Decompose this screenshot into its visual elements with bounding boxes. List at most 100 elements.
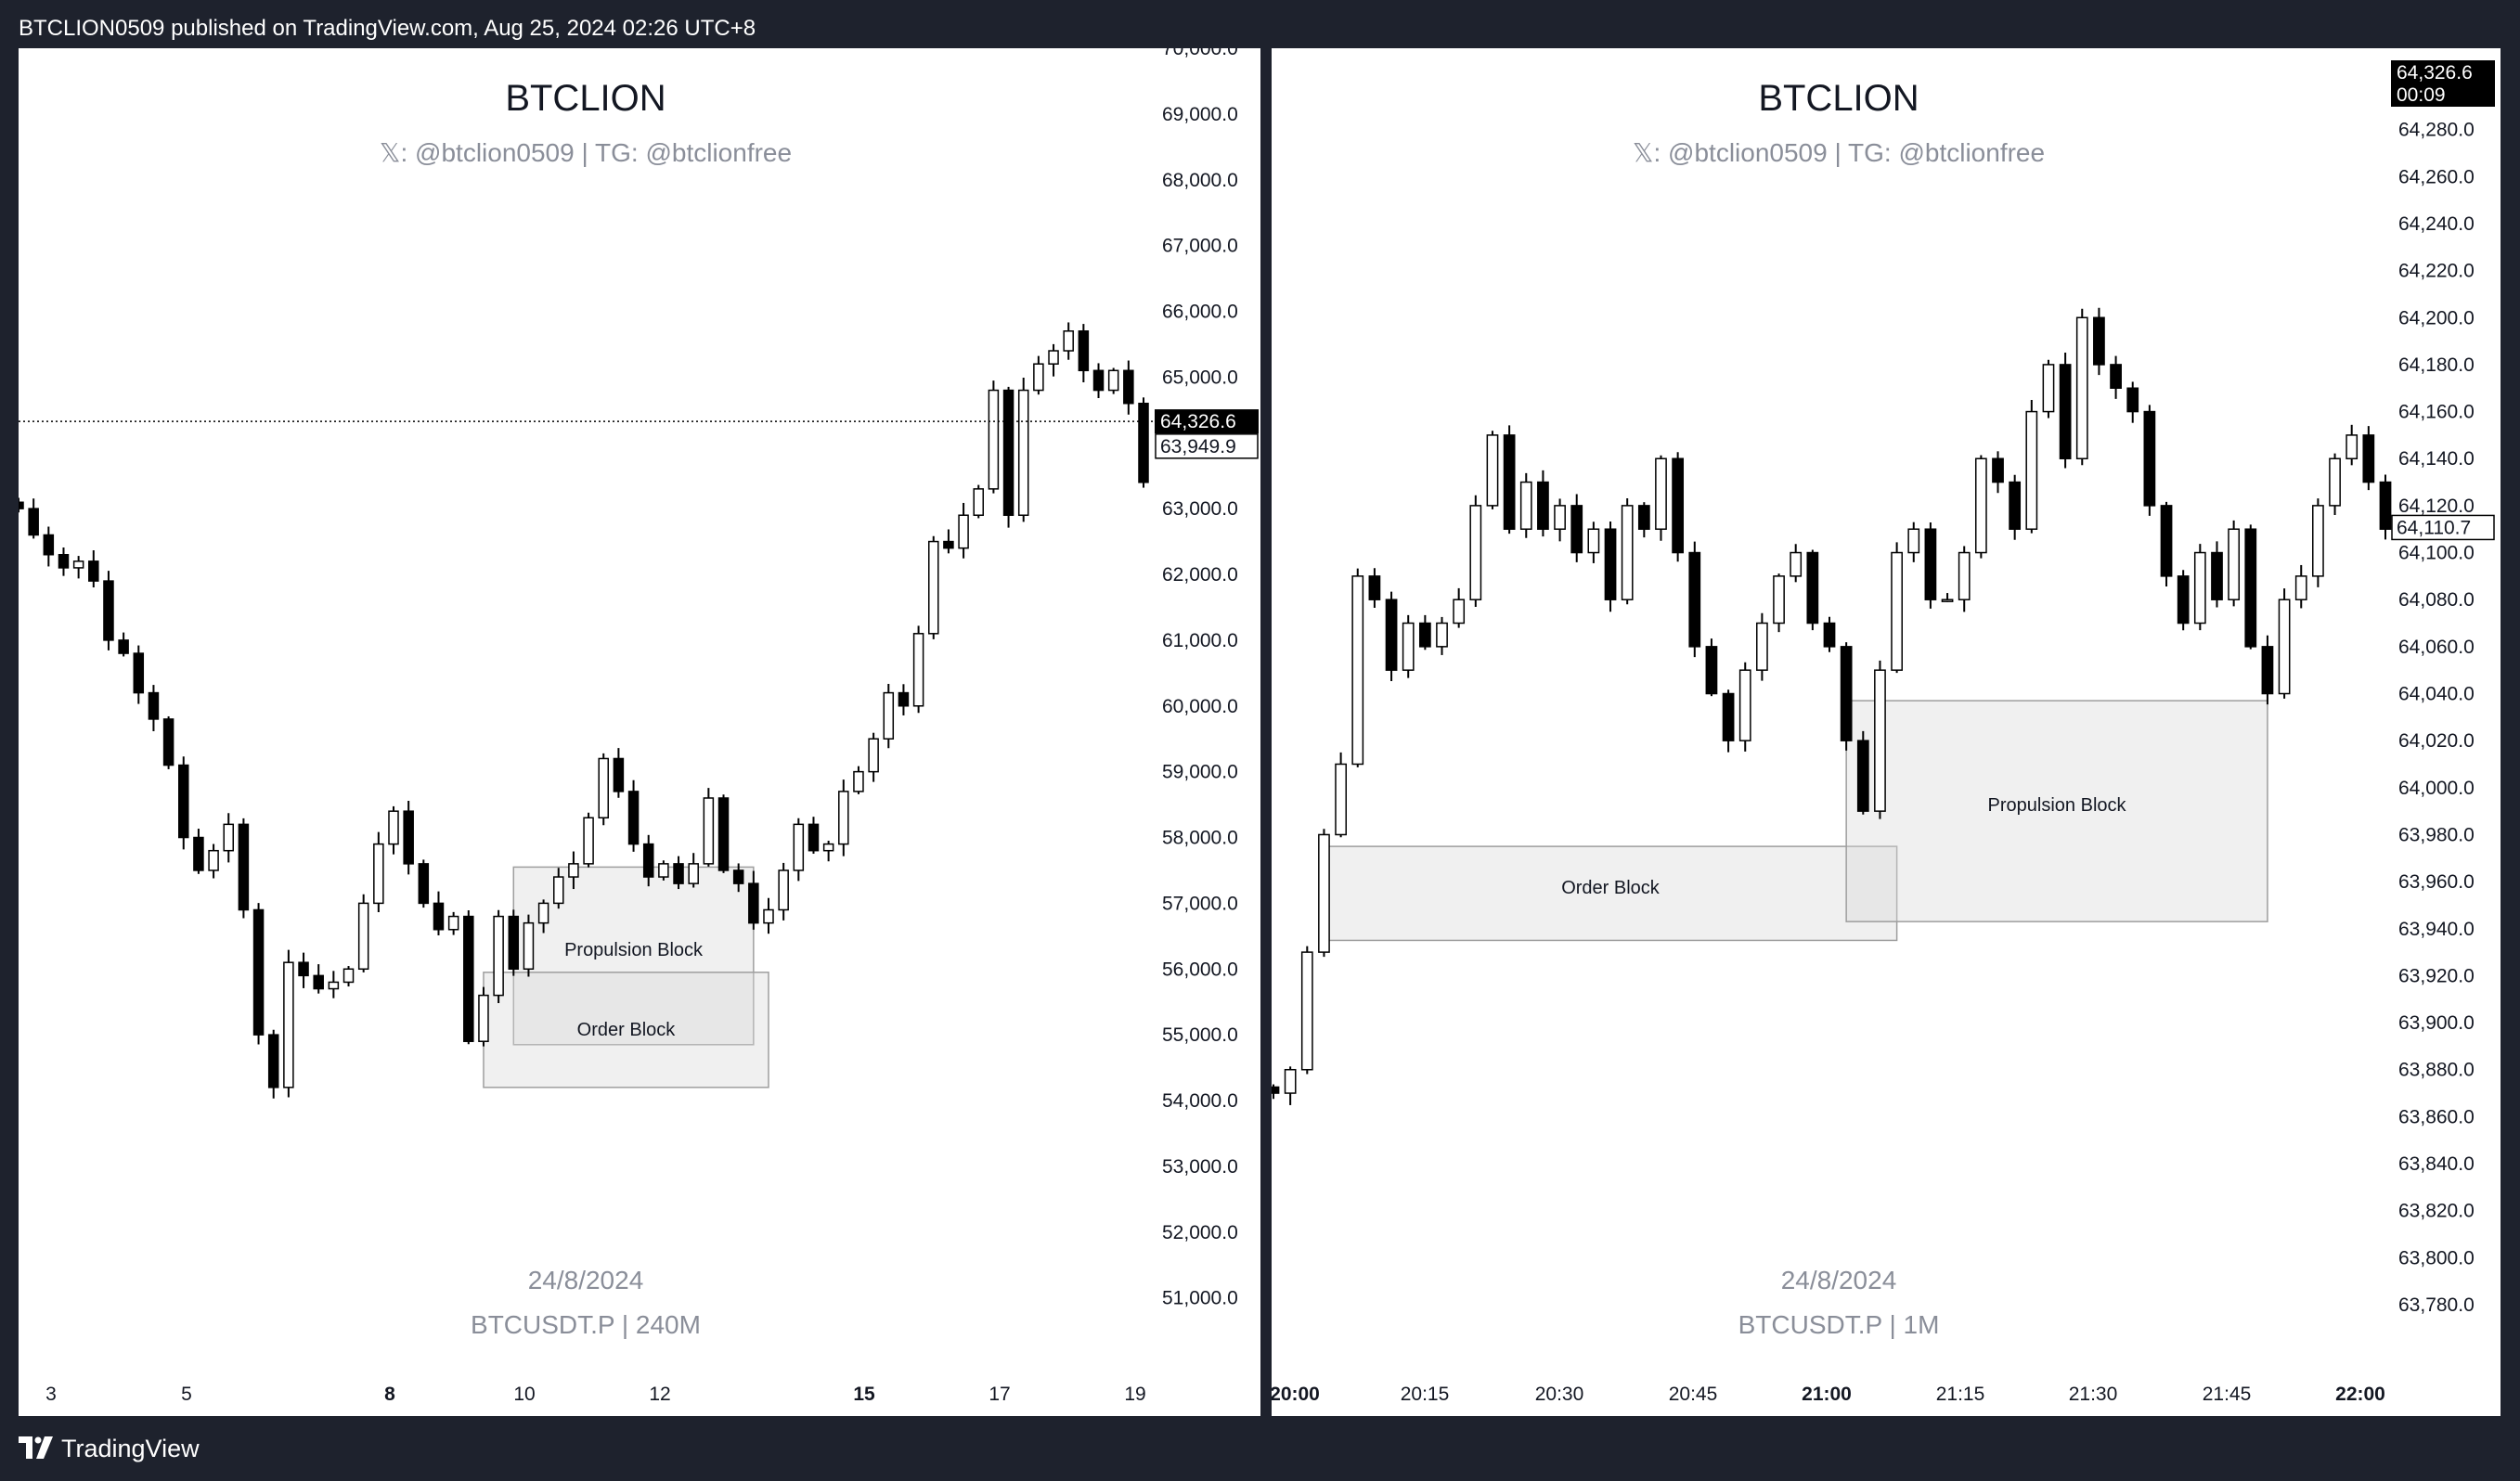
zone-propulsion-block — [1845, 700, 2268, 922]
candle — [1453, 599, 1466, 625]
candle — [1773, 575, 1785, 625]
candle — [1874, 669, 1886, 812]
candle — [1284, 1068, 1297, 1094]
price-axis-label: 63,980.0 — [2398, 824, 2475, 845]
candle — [133, 652, 145, 694]
candle — [193, 836, 204, 871]
price-axis-label: 70,000.0 — [1162, 48, 1238, 59]
time-axis-label: 20:00 — [1272, 1384, 1320, 1405]
price-axis-label: 64,000.0 — [2398, 778, 2475, 799]
price-axis-label: 63,860.0 — [2398, 1106, 2475, 1127]
candle — [373, 843, 384, 905]
candle — [2379, 481, 2392, 530]
candle — [508, 915, 520, 971]
candle — [732, 869, 744, 884]
candle — [72, 560, 84, 569]
price-axis-label: 63,820.0 — [2398, 1201, 2475, 1222]
candle — [2193, 551, 2206, 625]
candle — [1092, 369, 1105, 392]
last-price-tag-label: 64,326.6 — [1160, 411, 1236, 432]
time-axis-label: 21:30 — [2069, 1384, 2118, 1405]
candle — [2177, 575, 2190, 625]
zone-order-block — [483, 972, 769, 1088]
chart-pane-right[interactable]: BTCLION 𝕏: @btclion0509 | TG: @btclionfr… — [1272, 48, 2501, 1416]
candle — [583, 817, 594, 865]
candle — [1033, 363, 1044, 392]
candle — [2312, 505, 2324, 577]
candle — [313, 974, 324, 990]
candle — [1974, 457, 1987, 554]
price-axis-label: 64,140.0 — [2398, 448, 2475, 470]
candle — [2329, 457, 2341, 507]
watermark-symbol: BTCUSDT.P | 240M — [471, 1310, 701, 1339]
candle — [1924, 528, 1937, 600]
time-axis-label: 20:30 — [1535, 1384, 1584, 1405]
candle — [973, 488, 984, 516]
candle — [568, 863, 579, 878]
candle — [403, 810, 414, 865]
candle — [1941, 599, 1954, 602]
time-axis-label: 21:15 — [1936, 1384, 1985, 1405]
candle — [1756, 622, 1768, 671]
candle — [1048, 350, 1059, 365]
price-axis-label: 63,960.0 — [2398, 871, 2475, 893]
candle — [2042, 364, 2055, 413]
price-axis-label: 64,080.0 — [2398, 589, 2475, 611]
candle — [88, 560, 99, 582]
candle — [238, 823, 250, 911]
zone-label: Order Block — [1561, 878, 1661, 898]
tradingview-brand[interactable]: TradingView — [61, 1435, 200, 1462]
price-tag — [1155, 433, 1259, 459]
candle — [118, 639, 129, 654]
candle — [463, 915, 474, 1042]
zone-label: Propulsion Block — [564, 940, 704, 960]
candle — [912, 633, 924, 707]
candle — [943, 540, 954, 549]
price-axis-label: 64,100.0 — [2398, 543, 2475, 564]
pane-divider[interactable] — [1260, 48, 1272, 1416]
candle — [1823, 622, 1836, 648]
candle — [223, 823, 234, 852]
price-axis-label: 63,920.0 — [2398, 965, 2475, 986]
candle — [553, 876, 564, 905]
candle — [2143, 410, 2156, 507]
candle — [2278, 599, 2291, 695]
candle — [1891, 551, 1903, 671]
candle — [1017, 389, 1029, 516]
candle — [2075, 316, 2088, 459]
candle — [43, 534, 55, 556]
candle — [642, 843, 654, 878]
candle — [1790, 551, 1803, 577]
time-axis-label: 17 — [989, 1384, 1010, 1405]
candle — [1272, 1086, 1280, 1094]
candle — [1503, 434, 1516, 530]
candle — [1078, 330, 1090, 372]
candle — [342, 968, 355, 984]
candle — [252, 908, 265, 1036]
candle — [822, 843, 834, 852]
candle — [493, 915, 504, 997]
candle — [283, 961, 294, 1088]
candle — [1002, 389, 1014, 516]
candle — [883, 691, 895, 740]
price-axis-label: 63,780.0 — [2398, 1294, 2475, 1316]
candlestick-chart-left[interactable]: Propulsion Block Order Block 70,000.0 69,00… — [19, 48, 1260, 1416]
price-axis-label: 62,000.0 — [1162, 564, 1238, 586]
time-axis-label: 21:00 — [1802, 1384, 1852, 1405]
price-axis-label: 64,160.0 — [2398, 402, 2475, 423]
price-axis-label: 55,000.0 — [1162, 1024, 1238, 1046]
candle — [688, 863, 699, 884]
price-tag-label: 64,110.7 — [2397, 517, 2471, 538]
candle — [1368, 575, 1381, 600]
chart-pane-left[interactable]: BTCLION 𝕏: @btclion0509 | TG: @btclionfr… — [19, 48, 1260, 1416]
candle — [658, 863, 669, 878]
candle — [868, 738, 879, 773]
last-price-tag-label: 64,326.6 — [2397, 62, 2473, 84]
price-axis-label: 64,060.0 — [2398, 637, 2475, 658]
watermark-date: 24/8/2024 — [527, 1266, 644, 1294]
candle — [838, 791, 849, 845]
candlestick-chart-right[interactable]: Order Block Propulsion Block 64,280.0 64,26… — [1272, 48, 2501, 1416]
tradingview-logo-icon[interactable] — [19, 1436, 54, 1459]
candle — [793, 823, 805, 871]
candle — [148, 691, 160, 720]
